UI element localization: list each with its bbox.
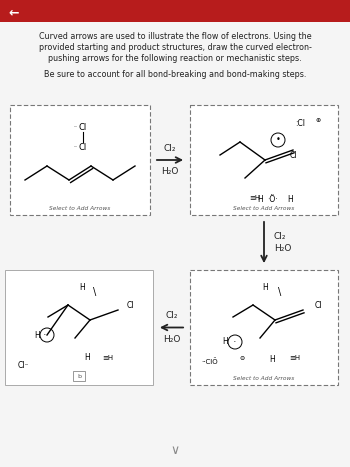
Text: pushing arrows for the following reaction or mechanistic steps.: pushing arrows for the following reactio…	[48, 54, 302, 63]
Text: Cl: Cl	[79, 122, 87, 132]
Text: H: H	[269, 355, 275, 365]
Text: ··ClÖ: ··ClÖ	[202, 359, 218, 365]
Text: H₂O: H₂O	[274, 244, 291, 253]
FancyBboxPatch shape	[5, 270, 153, 385]
Text: b: b	[77, 374, 81, 378]
Text: Select to Add Arrows: Select to Add Arrows	[233, 206, 295, 212]
Text: H: H	[84, 354, 90, 362]
Text: ←: ←	[9, 7, 19, 20]
Text: ⊖: ⊖	[239, 356, 245, 361]
Text: provided starting and product structures, draw the curved electron-: provided starting and product structures…	[38, 43, 312, 52]
Text: ≡H: ≡H	[103, 355, 113, 361]
Text: ·: ·	[43, 330, 47, 340]
Text: :Cl: :Cl	[295, 119, 305, 127]
Text: H: H	[79, 283, 85, 292]
Bar	[0, 0, 350, 22]
Text: \: \	[93, 287, 97, 297]
Text: H: H	[222, 338, 228, 347]
Text: Cl₂: Cl₂	[164, 144, 176, 153]
Text: ·Ö·: ·Ö·	[267, 196, 277, 205]
Text: H: H	[262, 283, 268, 292]
Text: ≡H: ≡H	[289, 355, 301, 361]
Text: Cl: Cl	[79, 142, 87, 151]
Text: \: \	[278, 287, 282, 297]
Text: Cl: Cl	[314, 300, 322, 310]
Text: Cl₂: Cl₂	[274, 232, 287, 241]
Text: ··: ··	[73, 144, 77, 149]
Text: ⊕: ⊕	[315, 118, 321, 122]
Text: Select to Add Arrows: Select to Add Arrows	[233, 376, 295, 382]
Text: Curved arrows are used to illustrate the flow of electrons. Using the: Curved arrows are used to illustrate the…	[39, 32, 311, 41]
Text: H: H	[257, 196, 263, 205]
Text: Cl⁻: Cl⁻	[17, 361, 29, 369]
FancyBboxPatch shape	[73, 371, 85, 381]
Text: ··: ··	[73, 125, 77, 129]
Text: •: •	[275, 135, 280, 144]
Text: H: H	[34, 331, 40, 340]
FancyBboxPatch shape	[190, 105, 338, 215]
Text: Be sure to account for all bond-breaking and bond-making steps.: Be sure to account for all bond-breaking…	[44, 70, 306, 79]
Text: ∨: ∨	[170, 444, 180, 457]
FancyBboxPatch shape	[10, 105, 150, 215]
Text: Cl: Cl	[126, 300, 134, 310]
Text: Cl: Cl	[289, 150, 297, 160]
Text: H₂O: H₂O	[163, 334, 180, 344]
Text: Cl₂: Cl₂	[165, 311, 178, 320]
Text: ·: ·	[233, 337, 237, 347]
Text: Select to Add Arrows: Select to Add Arrows	[49, 206, 111, 212]
FancyBboxPatch shape	[190, 270, 338, 385]
Text: ≡H: ≡H	[250, 195, 260, 201]
Text: H: H	[287, 196, 293, 205]
Text: H₂O: H₂O	[161, 167, 179, 176]
